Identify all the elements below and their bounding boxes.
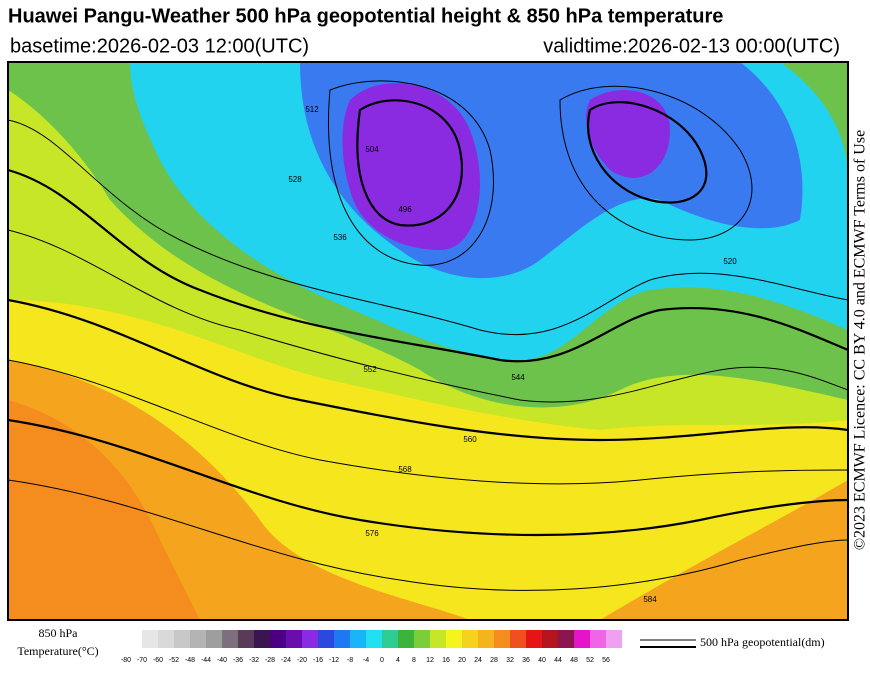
colorbar-tick-label: -32: [249, 657, 259, 664]
colorbar-swatch: [478, 630, 494, 648]
colorbar-tick-label: 8: [412, 657, 416, 664]
colorbar-swatch: [382, 630, 398, 648]
colorbar-swatch: [286, 630, 302, 648]
colorbar-swatch: [526, 630, 542, 648]
colorbar-tick-label: -28: [265, 657, 275, 664]
colorbar-swatch: [606, 630, 622, 648]
colorbar-swatch: [414, 630, 430, 648]
colorbar-tick-label: -12: [329, 657, 339, 664]
colorbar-swatch: [558, 630, 574, 648]
colorbar-tick-label: -20: [297, 657, 307, 664]
contour-label: 544: [511, 373, 525, 382]
colorbar-swatch: [254, 630, 270, 648]
legend-title: Temperature(°C): [17, 644, 98, 658]
colorbar-swatch: [206, 630, 222, 648]
legend-title: 850 hPa: [39, 626, 79, 640]
colorbar-swatch: [574, 630, 590, 648]
colorbar-swatch: [398, 630, 414, 648]
colorbar-swatch: [542, 630, 558, 648]
contour-label: 528: [288, 175, 302, 184]
colorbar-tick-label: 28: [490, 657, 498, 664]
basetime: basetime:2026-02-03 12:00(UTC): [10, 35, 309, 57]
colorbar-tick-label: 40: [538, 657, 546, 664]
line-legend-label: 500 hPa geopotential(dm): [700, 635, 825, 649]
map: [8, 62, 848, 620]
contour-label: 504: [365, 145, 379, 154]
colorbar-tick-label: 16: [442, 657, 450, 664]
title: Huawei Pangu-Weather 500 hPa geopotentia…: [8, 5, 723, 27]
contour-label: 576: [365, 529, 379, 538]
colorbar-tick-label: -44: [201, 657, 211, 664]
colorbar-tick-label: -80: [121, 657, 131, 664]
colorbar-swatch: [334, 630, 350, 648]
colorbar-tick-label: -48: [185, 657, 195, 664]
colorbar-tick-label: -70: [137, 657, 147, 664]
contour-label: 520: [723, 257, 737, 266]
colorbar-swatch: [446, 630, 462, 648]
colorbar-swatch: [174, 630, 190, 648]
colorbar-tick-label: 20: [458, 657, 466, 664]
contour-label: 552: [363, 365, 377, 374]
colorbar-tick-label: 36: [522, 657, 530, 664]
colorbar-tick-label: -8: [347, 657, 353, 664]
colorbar-tick-label: 56: [602, 657, 610, 664]
colorbar-swatch: [350, 630, 366, 648]
colorbar-swatch: [238, 630, 254, 648]
license: ©2023 ECMWF Licence: CC BY 4.0 and ECMWF…: [852, 130, 869, 550]
colorbar-tick-label: 4: [396, 657, 400, 664]
colorbar-tick-label: -60: [153, 657, 163, 664]
colorbar-swatch: [158, 630, 174, 648]
colorbar-tick-label: -36: [233, 657, 243, 664]
colorbar-tick-label: -40: [217, 657, 227, 664]
colorbar-swatch: [590, 630, 606, 648]
colorbar-tick-label: 44: [554, 657, 562, 664]
colorbar-swatch: [142, 630, 158, 648]
map-frame: [7, 61, 849, 621]
colorbar-swatch: [366, 630, 382, 648]
colorbar-swatch: [222, 630, 238, 648]
colorbar-tick-label: 52: [586, 657, 594, 664]
colorbar-tick-label: 0: [380, 657, 384, 664]
contour-label: 512: [305, 105, 319, 114]
contour-label: 568: [398, 465, 412, 474]
colorbar-tick-label: -52: [169, 657, 179, 664]
contour-label: 584: [643, 595, 657, 604]
colorbar-tick-label: 32: [506, 657, 514, 664]
colorbar-swatch: [302, 630, 318, 648]
colorbar-tick-label: -24: [281, 657, 291, 664]
colorbar-tick-label: 24: [474, 657, 482, 664]
validtime: validtime:2026-02-13 00:00(UTC): [543, 35, 840, 57]
colorbar-swatch: [190, 630, 206, 648]
contour-label: 536: [333, 233, 347, 242]
contour-label: 496: [398, 205, 412, 214]
colorbar-swatch: [510, 630, 526, 648]
colorbar-swatch: [430, 630, 446, 648]
colorbar-tick-label: 12: [426, 657, 434, 664]
colorbar-tick-label: -16: [313, 657, 323, 664]
colorbar-tick-label: 48: [570, 657, 578, 664]
colorbar-swatch: [462, 630, 478, 648]
colorbar-swatch: [318, 630, 334, 648]
colorbar-swatch: [494, 630, 510, 648]
contour-label: 560: [463, 435, 477, 444]
colorbar-swatch: [270, 630, 286, 648]
colorbar-tick-label: -4: [363, 657, 369, 664]
